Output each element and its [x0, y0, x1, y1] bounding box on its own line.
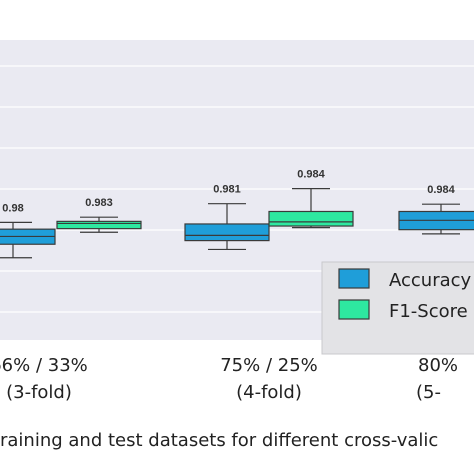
x-tick-label-0-line1: 66% / 33%: [0, 355, 88, 376]
x-tick-label-1-line2: (4-fold): [236, 382, 302, 403]
iqr-box: [268, 210, 354, 227]
x-axis-title: raining and test datasets for different …: [0, 430, 438, 451]
legend-label-accuracy: Accuracy: [389, 270, 472, 291]
x-tick-label-1-line1: 75% / 25%: [220, 355, 318, 376]
f1-score-value-label-0: 0.983: [85, 197, 113, 209]
x-tick-label-2-line1: 80%: [418, 355, 458, 376]
legend: Accuracy F1-Score: [321, 261, 474, 355]
accuracy-value-label-1: 0.981: [213, 184, 241, 196]
legend-swatch-f1-score: [338, 299, 370, 320]
accuracy-box-1: [184, 203, 270, 251]
accuracy-box-0: [0, 221, 56, 259]
iqr-box: [56, 220, 142, 230]
iqr-box: [184, 223, 270, 242]
x-tick-label-2-line2: (5-: [416, 382, 441, 403]
f1-score-box-1: [268, 188, 354, 229]
legend-label-f1-score: F1-Score: [389, 301, 468, 322]
median-labels: 0.98 0.981 0.984 0.983 0.984: [2, 169, 455, 215]
accuracy-value-label-2: 0.984: [427, 184, 455, 196]
accuracy-value-label-0: 0.98: [2, 202, 23, 214]
f1-score-box-0: [56, 216, 142, 233]
x-tick-label-0-line2: (3-fold): [6, 382, 72, 403]
accuracy-box-2: [398, 203, 474, 235]
x-tick-labels: 66% / 33% (3-fold) 75% / 25% (4-fold) 80…: [0, 355, 458, 403]
f1-score-value-label-1: 0.984: [297, 169, 325, 181]
box-series: [0, 188, 474, 259]
legend-swatch-accuracy: [338, 268, 370, 289]
